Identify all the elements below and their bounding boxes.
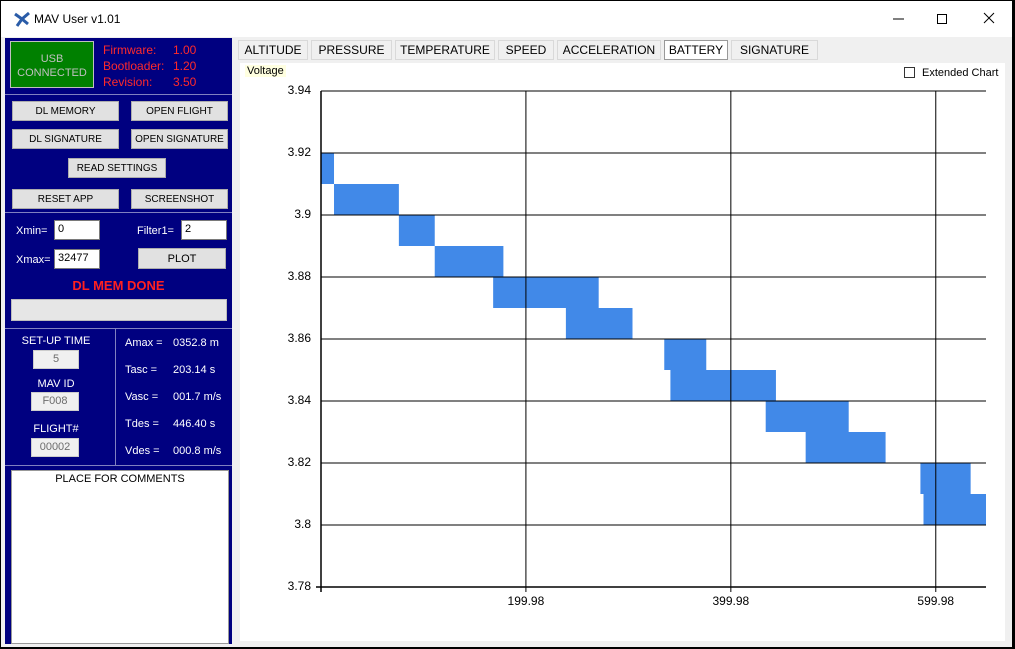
button[interactable]: OPEN FLIGHT: [131, 101, 228, 121]
button[interactable]: READ SETTINGS: [68, 158, 166, 178]
setting-value: 00002: [31, 438, 79, 457]
info-label: Firmware:: [103, 43, 157, 57]
comments-box[interactable]: PLACE FOR COMMENTS: [11, 470, 229, 644]
y-tick-label: 3.84: [288, 393, 312, 407]
voltage-band: [670, 370, 776, 401]
separator: [115, 329, 116, 465]
window-title: MAV User v1.01: [34, 12, 121, 26]
tab[interactable]: ALTITUDE: [238, 40, 308, 60]
result-value: 203.14 s: [173, 364, 216, 376]
voltage-band: [493, 277, 599, 308]
voltage-band: [923, 494, 986, 525]
y-tick-label: 3.78: [288, 579, 312, 593]
info-value: 3.50: [173, 75, 197, 89]
result-label: Vasc =: [125, 391, 159, 403]
result-label: Amax =: [125, 337, 163, 349]
y-tick-label: 3.82: [288, 455, 312, 469]
button[interactable]: SCREENSHOT: [131, 189, 228, 209]
tab[interactable]: ACCELERATION: [557, 40, 661, 60]
voltage-band: [805, 432, 886, 463]
info-label: Bootloader:: [103, 59, 165, 73]
input-label: Filter1=: [137, 225, 174, 237]
voltage-band: [334, 184, 399, 215]
chart-panel: Voltage Extended Chart 3.78 3.8 3.82 3.84 3.…: [240, 63, 1005, 641]
voltage-band: [765, 401, 849, 432]
result-value: 446.40 s: [173, 418, 216, 430]
x-tick-label: 599.98: [917, 594, 954, 608]
separator: [5, 212, 232, 213]
checkbox-label[interactable]: Extended Chart: [922, 67, 999, 79]
tab[interactable]: TEMPERATURE: [395, 40, 495, 60]
setting-value: 5: [33, 350, 79, 369]
voltage-band: [664, 339, 707, 370]
voltage-band: [398, 215, 435, 246]
result-label: Tdes =: [125, 418, 159, 430]
button[interactable]: OPEN SIGNATURE: [131, 129, 228, 149]
setting-value: F008: [31, 392, 79, 411]
separator: [5, 94, 232, 95]
setting-label: MAV ID: [37, 378, 75, 390]
voltage-band: [434, 246, 504, 277]
y-tick-label: 3.88: [288, 269, 312, 283]
input[interactable]: 32477: [54, 249, 100, 269]
button[interactable]: RESET APP: [12, 189, 119, 209]
y-tick-label: 3.92: [288, 145, 312, 159]
chart-title: Voltage: [245, 65, 286, 77]
result-value: 000.8 m/s: [173, 445, 222, 457]
info-value: 1.20: [173, 59, 197, 73]
x-tick-label: 199.98: [508, 594, 545, 608]
button[interactable]: DL MEMORY: [12, 101, 119, 121]
button[interactable]: DL SIGNATURE: [12, 129, 119, 149]
separator: [5, 328, 232, 329]
input-label: Xmin=: [16, 225, 48, 237]
info-label: Revision:: [103, 75, 153, 89]
result-value: 001.7 m/s: [173, 391, 222, 403]
result-label: Tasc =: [125, 364, 158, 376]
status-message: DL MEM DONE: [72, 278, 165, 293]
y-tick-label: 3.94: [288, 83, 312, 97]
voltage-band: [565, 308, 633, 339]
title-bar: MAV User v1.01: [1, 1, 1012, 37]
chart: 3.78 3.8 3.82 3.84 3.86 3.88 3.9 3.92 3.94 199.98…: [288, 83, 986, 608]
tab[interactable]: SPEED: [498, 40, 554, 60]
tab[interactable]: PRESSURE: [311, 40, 392, 60]
tab[interactable]: SIGNATURE: [731, 40, 818, 60]
input[interactable]: 2: [181, 220, 227, 240]
setting-label: FLIGHT#: [33, 423, 79, 435]
tab[interactable]: BATTERY: [664, 40, 728, 60]
result-label: Vdes =: [125, 445, 160, 457]
window-controls[interactable]: [881, 9, 1001, 29]
tab-bar: ALTITUDE PRESSURE TEMPERATURE SPEED ACCELERA…: [235, 38, 1012, 62]
result-value: 0352.8 m: [173, 337, 219, 349]
y-tick-label: 3.9: [294, 207, 311, 221]
x-tick-label: 399.98: [712, 594, 749, 608]
usb-status: USB CONNECTED: [10, 41, 94, 88]
voltage-band: [920, 463, 971, 494]
control-panel: USB CONNECTED Firmware: 1.00 Bootloader:…: [5, 38, 232, 644]
checkbox[interactable]: [904, 67, 915, 78]
button[interactable]: PLOT: [138, 248, 226, 269]
y-tick-label: 3.86: [288, 331, 312, 345]
setting-label: SET-UP TIME: [21, 335, 91, 347]
progress-bar: [11, 299, 227, 321]
app-icon: [14, 11, 30, 27]
input[interactable]: 0: [54, 220, 100, 240]
separator: [5, 465, 232, 466]
y-tick-label: 3.8: [294, 517, 311, 531]
voltage-band: [321, 153, 335, 184]
input-label: Xmax=: [16, 254, 51, 266]
info-value: 1.00: [173, 43, 197, 57]
